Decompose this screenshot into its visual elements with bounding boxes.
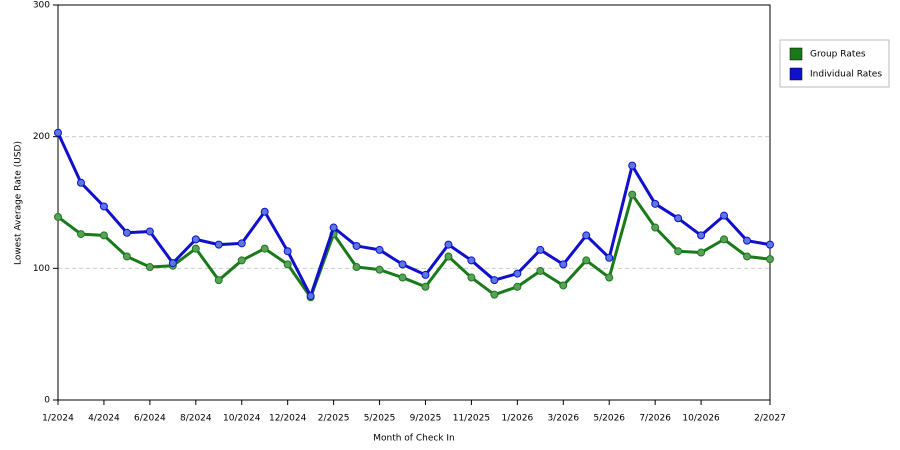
x-tick-label: 1/2024 bbox=[42, 414, 74, 424]
x-tick-label: 8/2024 bbox=[180, 414, 212, 424]
data-point bbox=[214, 276, 223, 285]
data-point bbox=[421, 282, 430, 291]
data-point bbox=[766, 255, 774, 264]
y-tick-label: 300 bbox=[33, 1, 50, 11]
data-point bbox=[605, 253, 614, 262]
y-tick-label: 100 bbox=[33, 264, 50, 274]
data-point bbox=[536, 245, 545, 254]
x-tick-label: 10/2026 bbox=[682, 414, 720, 424]
y-tick-label: 200 bbox=[33, 132, 50, 142]
data-point bbox=[467, 256, 476, 265]
data-point bbox=[260, 207, 269, 216]
series-line bbox=[56, 132, 771, 298]
legend-label: Individual Rates bbox=[810, 70, 882, 80]
x-tick-label: 3/2026 bbox=[547, 414, 579, 424]
data-point bbox=[306, 291, 315, 300]
data-point bbox=[237, 239, 246, 248]
x-tick-label: 2/2025 bbox=[318, 414, 350, 424]
data-point bbox=[398, 273, 407, 282]
data-point bbox=[122, 228, 131, 237]
data-point bbox=[54, 128, 62, 137]
data-point bbox=[628, 190, 637, 199]
data-point bbox=[444, 240, 453, 249]
data-point bbox=[651, 223, 660, 232]
data-point bbox=[720, 235, 729, 244]
x-tick-label: 4/2024 bbox=[88, 414, 120, 424]
data-point bbox=[513, 269, 522, 278]
data-point bbox=[191, 235, 200, 244]
data-point bbox=[467, 273, 476, 282]
legend-swatch bbox=[789, 47, 803, 61]
data-point bbox=[352, 241, 361, 250]
data-point bbox=[191, 244, 200, 253]
data-point bbox=[375, 265, 384, 274]
data-point bbox=[743, 236, 752, 245]
data-point bbox=[283, 260, 292, 269]
data-point bbox=[697, 231, 706, 240]
data-point bbox=[651, 199, 660, 208]
data-point bbox=[582, 231, 591, 240]
x-tick-label: 1/2026 bbox=[502, 414, 534, 424]
data-point bbox=[260, 244, 269, 253]
y-axis-label: Lowest Average Rate (USD) bbox=[14, 141, 24, 265]
data-point bbox=[421, 270, 430, 279]
data-point bbox=[398, 260, 407, 269]
data-point bbox=[145, 263, 154, 272]
data-point bbox=[444, 252, 453, 261]
data-point bbox=[766, 240, 774, 249]
x-axis-label: Month of Check In bbox=[373, 434, 455, 444]
data-point bbox=[214, 240, 223, 249]
data-point bbox=[559, 260, 568, 269]
data-point bbox=[536, 266, 545, 275]
data-point bbox=[720, 211, 729, 220]
data-point bbox=[99, 231, 108, 240]
x-tick-label: 2/2027 bbox=[754, 414, 786, 424]
data-point bbox=[605, 273, 614, 282]
data-point bbox=[99, 202, 108, 211]
data-point bbox=[674, 214, 683, 223]
data-point bbox=[674, 247, 683, 256]
data-point bbox=[490, 290, 499, 299]
x-tick-label: 6/2024 bbox=[134, 414, 166, 424]
data-point bbox=[559, 281, 568, 290]
data-point bbox=[352, 263, 361, 272]
legend-swatch bbox=[789, 67, 803, 81]
data-point bbox=[168, 259, 177, 268]
data-point bbox=[76, 230, 85, 239]
y-tick-label: 0 bbox=[44, 396, 50, 406]
data-point bbox=[54, 212, 62, 221]
data-point bbox=[145, 227, 154, 236]
data-point bbox=[490, 276, 499, 285]
x-tick-label: 9/2025 bbox=[410, 414, 442, 424]
data-point bbox=[697, 248, 706, 257]
plot-frame bbox=[57, 4, 771, 401]
data-point bbox=[283, 247, 292, 256]
x-tick-label: 10/2024 bbox=[223, 414, 261, 424]
data-point bbox=[743, 252, 752, 261]
legend-label: Group Rates bbox=[810, 50, 866, 60]
x-tick-label: 11/2025 bbox=[453, 414, 490, 424]
data-point bbox=[329, 223, 338, 232]
data-point bbox=[237, 256, 246, 265]
x-tick-label: 7/2026 bbox=[639, 414, 671, 424]
data-point bbox=[628, 161, 637, 170]
data-point bbox=[513, 282, 522, 291]
data-point bbox=[76, 178, 85, 187]
data-point bbox=[375, 245, 384, 254]
x-tick-label: 5/2025 bbox=[364, 414, 396, 424]
data-point bbox=[582, 256, 591, 265]
x-tick-label: 5/2026 bbox=[593, 414, 625, 424]
data-point bbox=[122, 252, 131, 261]
x-tick-label: 12/2024 bbox=[269, 414, 307, 424]
